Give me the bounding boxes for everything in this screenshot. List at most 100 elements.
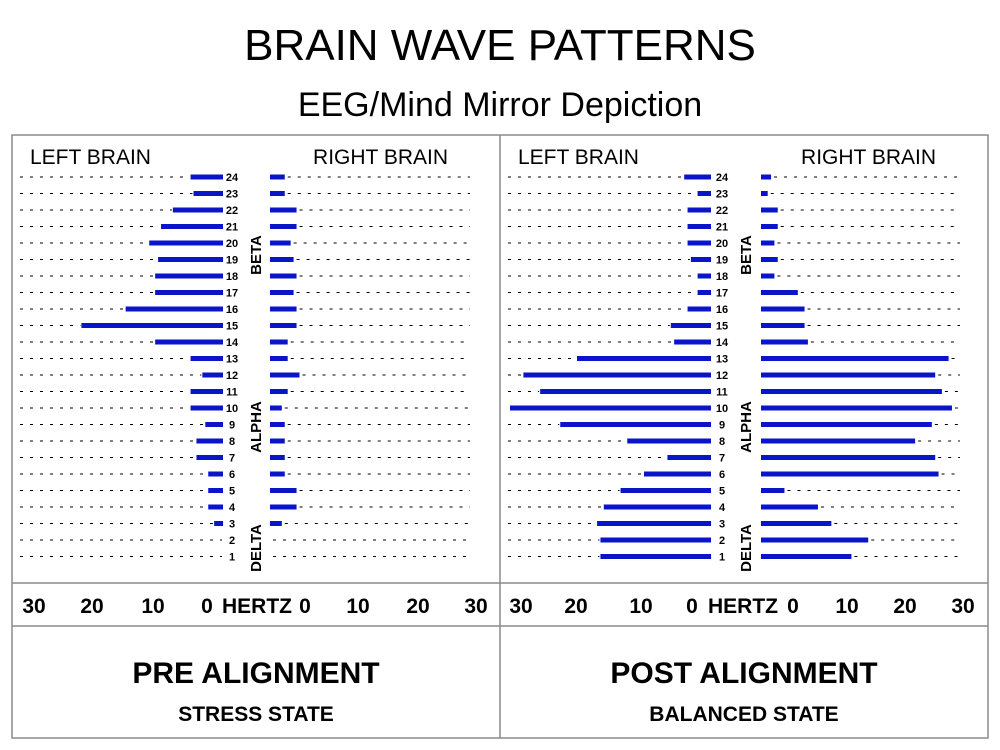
axis-tick-label: 30 (22, 595, 45, 618)
hertz-label: HERTZ (708, 595, 778, 618)
band-label-beta: BETA (738, 235, 755, 275)
bar-right (270, 372, 300, 378)
bar-right (270, 257, 294, 262)
row-label: 17 (716, 288, 728, 300)
axis-tick-label: 20 (893, 595, 916, 618)
row-label: 4 (719, 502, 726, 514)
row-label: 14 (716, 337, 729, 349)
row-label: 13 (226, 354, 238, 366)
page-subtitle: EEG/Mind Mirror Depiction (297, 86, 703, 124)
bar-right (761, 405, 952, 411)
right-brain-label: RIGHT BRAIN (801, 146, 936, 169)
bar-right (270, 224, 297, 229)
bar-right (761, 224, 778, 229)
bar-left (208, 504, 223, 510)
bar-right (270, 207, 297, 213)
bar-left (155, 290, 223, 295)
axis-tick-label: 30 (951, 595, 974, 618)
band-label-alpha: ALPHA (248, 401, 265, 453)
hertz-label: HERTZ (222, 595, 292, 618)
row-label: 9 (719, 420, 725, 432)
left-brain-label: LEFT BRAIN (30, 146, 151, 169)
bar-right (761, 306, 805, 312)
bar-left (193, 191, 223, 196)
bar-right (761, 389, 942, 394)
row-label: 10 (226, 403, 238, 415)
bar-left (125, 306, 223, 312)
bar-left (214, 521, 223, 526)
bar-left (202, 372, 223, 378)
bar-left (155, 273, 223, 279)
axis-tick-label: 20 (80, 595, 103, 618)
axis-tick-label: 10 (346, 595, 369, 618)
chart-frame (11, 134, 989, 739)
bar-left (603, 504, 711, 510)
axis-tick-label: 10 (141, 595, 164, 618)
row-label: 7 (229, 453, 235, 465)
bar-left (597, 521, 711, 526)
bar-left (684, 174, 711, 180)
row-label: 14 (226, 337, 239, 349)
row-label: 24 (226, 172, 239, 184)
bar-left (208, 488, 223, 493)
bar-left (620, 488, 711, 493)
bar-right (761, 240, 775, 246)
bar-right (761, 339, 808, 345)
row-label: 2 (719, 535, 725, 547)
axis-tick-label: 20 (406, 595, 429, 618)
row-label: 5 (229, 486, 235, 498)
dashed-gridlines (20, 176, 960, 557)
row-label: 20 (716, 238, 728, 250)
bar-right (761, 504, 818, 510)
post-alignment-caption: POST ALIGNMENT (610, 657, 878, 690)
bar-right (270, 521, 282, 526)
band-label-delta: DELTA (738, 524, 755, 572)
bar-right (270, 240, 291, 246)
bar-left (510, 405, 711, 411)
bar-right (761, 554, 852, 559)
right-brain-label: RIGHT BRAIN (313, 146, 448, 169)
row-label: 22 (226, 205, 238, 217)
bar-left (697, 191, 711, 196)
row-label: 13 (716, 354, 728, 366)
row-label: 4 (229, 502, 236, 514)
chart-labels: LEFT BRAIN RIGHT BRAIN2423222120191817161… (22, 146, 974, 618)
bar-left (205, 422, 223, 427)
bar-right (270, 323, 297, 328)
axis-tick-label: 30 (464, 595, 487, 618)
bar-left (697, 273, 711, 279)
row-label: 21 (716, 222, 728, 234)
bar-right (270, 405, 282, 411)
page-title: BRAIN WAVE PATTERNS (244, 21, 756, 70)
bar-right (761, 257, 778, 262)
row-label: 12 (226, 370, 238, 382)
band-label-alpha: ALPHA (738, 401, 755, 453)
stress-state-caption: STRESS STATE (178, 703, 334, 726)
bar-right (270, 306, 297, 312)
bar-left (190, 356, 223, 361)
bar-right (761, 537, 869, 543)
axis-tick-label: 30 (509, 595, 532, 618)
bar-left (600, 537, 711, 543)
row-label: 8 (719, 436, 725, 448)
bar-right (761, 471, 939, 477)
bar-left (190, 405, 223, 411)
row-label: 1 (719, 552, 725, 564)
bar-left (690, 257, 711, 262)
bar-right (761, 191, 768, 196)
bar-right (761, 174, 772, 180)
bar-right (761, 455, 936, 460)
bar-left (149, 240, 223, 246)
row-label: 9 (229, 420, 235, 432)
axis-tick-label: 0 (201, 595, 213, 618)
row-label: 8 (229, 436, 235, 448)
bar-left (600, 554, 711, 559)
bar-left (190, 174, 223, 180)
bar-right (761, 521, 832, 526)
bar-left (674, 339, 711, 345)
bar-right (761, 323, 805, 328)
row-label: 11 (716, 387, 728, 399)
bar-left (81, 323, 224, 328)
axis-tick-label: 10 (629, 595, 652, 618)
